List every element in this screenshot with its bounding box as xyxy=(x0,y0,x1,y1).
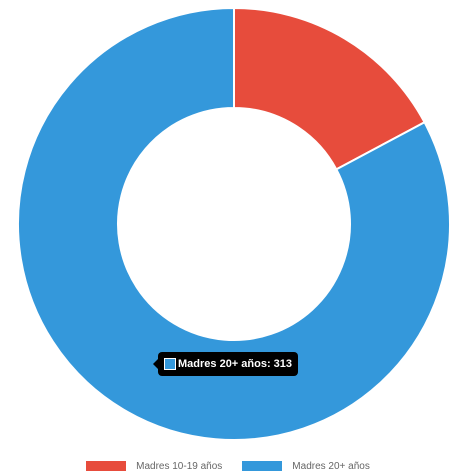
doughnut-slice-madres-10-19[interactable] xyxy=(233,6,426,171)
chart-tooltip: Madres 20+ años: 313 xyxy=(152,352,299,376)
legend-swatch-madres-20-plus xyxy=(242,461,283,471)
legend-label-madres-20-plus: Madres 20+ años xyxy=(292,460,370,472)
tooltip-text: Madres 20+ años: 313 xyxy=(178,358,293,370)
legend-swatch-madres-10-19 xyxy=(86,461,127,471)
tooltip-color-swatch xyxy=(164,358,176,370)
legend-label-madres-10-19: Madres 10-19 años xyxy=(136,460,223,472)
chart-legend: Madres 10-19 años Madres 20+ años xyxy=(0,458,456,474)
legend-item-madres-20-plus[interactable]: Madres 20+ años xyxy=(242,461,370,472)
doughnut-slice-madres-20-plus[interactable] xyxy=(17,6,451,441)
legend-item-madres-10-19[interactable]: Madres 10-19 años xyxy=(86,461,222,472)
